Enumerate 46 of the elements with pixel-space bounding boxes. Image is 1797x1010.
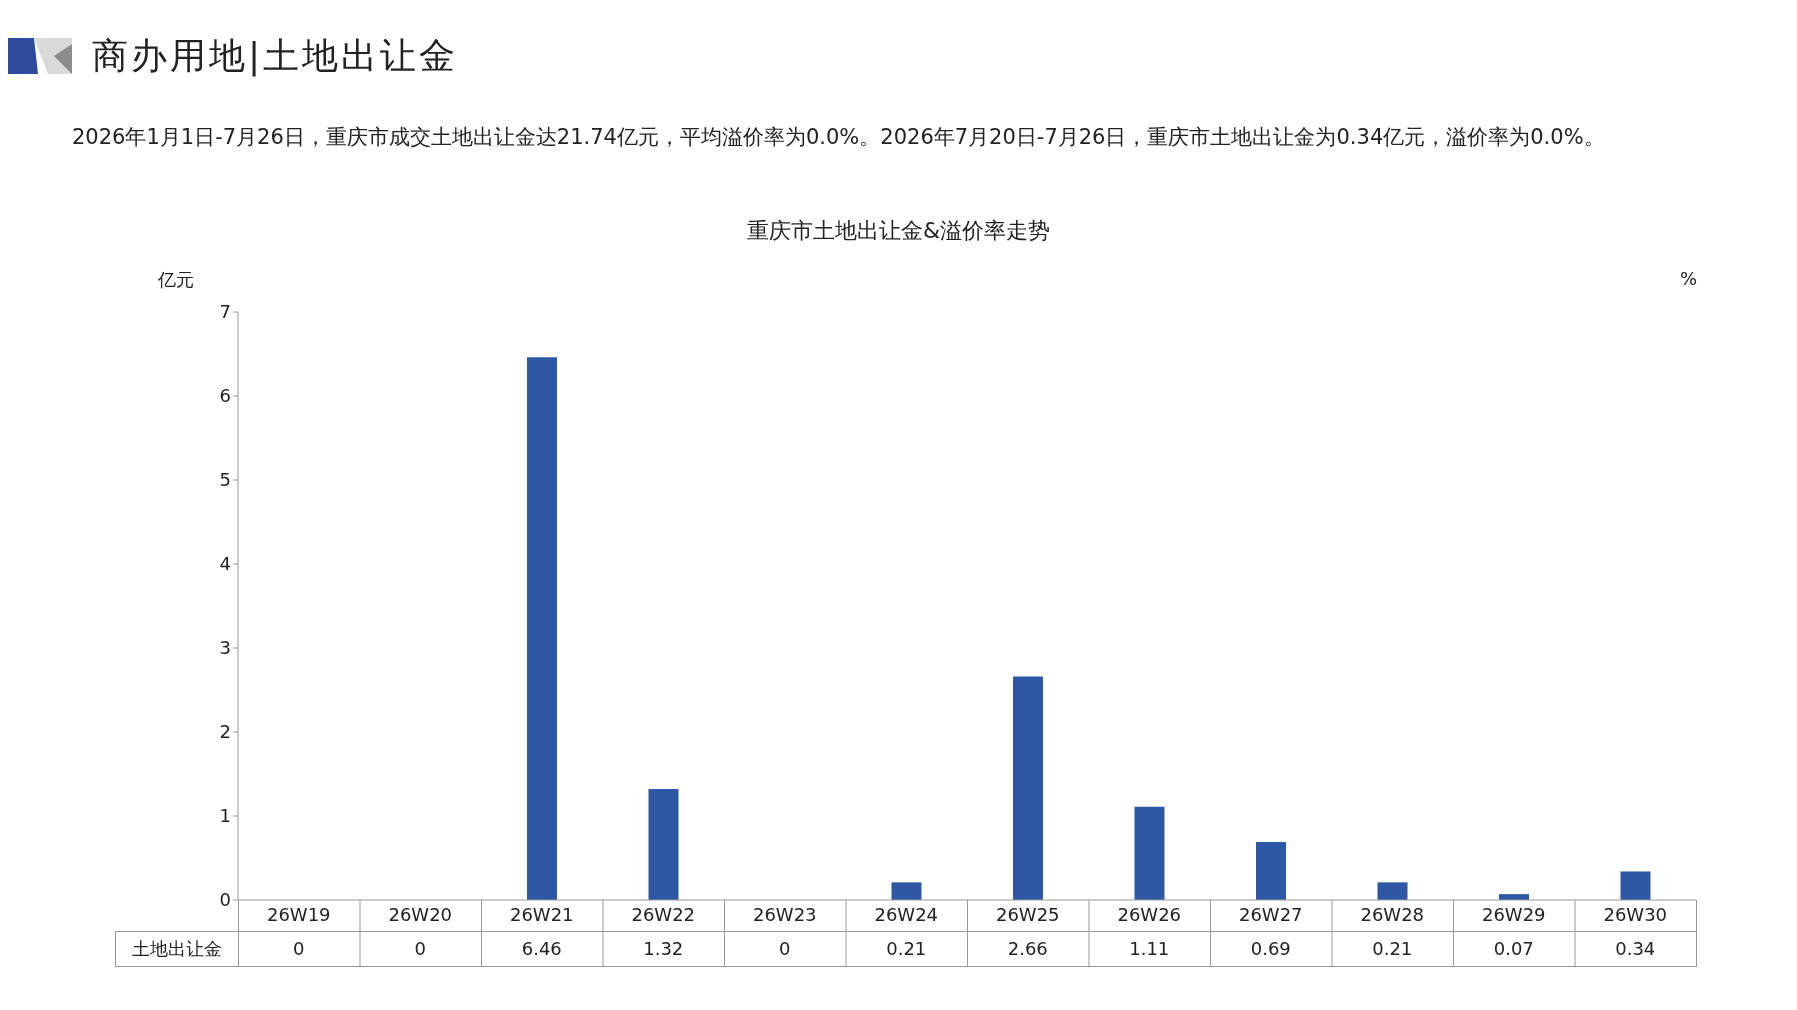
data-label: 6.46: [520, 937, 563, 961]
bar: [648, 789, 679, 900]
y-tick-label: 3: [219, 637, 231, 659]
data-label: 0.07: [1492, 937, 1535, 961]
data-label: 0.21: [885, 937, 928, 961]
x-tick-label: 26W27: [1238, 903, 1303, 925]
x-tick-label: 26W24: [874, 903, 939, 925]
y-axis-title: 亿元: [158, 268, 194, 292]
bar: [1620, 871, 1651, 900]
y-tick-label: 1: [219, 805, 231, 827]
y-tick-label: 4: [219, 553, 231, 575]
data-label: 2.66: [1006, 937, 1049, 961]
x-tick-label: 26W23: [752, 903, 817, 925]
data-label: 0: [413, 937, 427, 961]
data-label: 0: [778, 937, 792, 961]
y-tick-label: 6: [219, 385, 231, 407]
y2-axis-title: %: [1680, 268, 1698, 289]
x-tick-label: 26W29: [1481, 903, 1546, 925]
x-tick-label: 26W19: [266, 903, 331, 925]
y-tick-label: 0: [219, 889, 231, 911]
chart-subtitle: 2026年1月1日-7月26日，重庆市成交土地出让金达21.74亿元，平均溢价率为0.0%。2026年7月20日-7月26日，重庆市土地出让金为0.34亿元，溢价率为0.0%。: [72, 124, 1606, 151]
data-label: 0.69: [1249, 937, 1292, 961]
y-tick-label: 7: [219, 301, 231, 323]
x-tick-label: 26W25: [995, 903, 1060, 925]
text: 土地出让金: [130, 937, 223, 961]
bar: [1377, 882, 1408, 900]
x-tick-label: 26W20: [388, 903, 453, 925]
data-label: 0.21: [1371, 937, 1414, 961]
y-tick-label: 2: [219, 721, 231, 743]
data-label: 0: [292, 937, 306, 961]
y-tick-label: 5: [219, 469, 231, 491]
bar: [1134, 806, 1165, 900]
x-tick-label: 26W30: [1603, 903, 1668, 925]
bar: [891, 882, 922, 900]
x-tick-label: 26W26: [1117, 903, 1182, 925]
x-tick-label: 26W21: [509, 903, 574, 925]
data-label: 1.11: [1128, 937, 1171, 961]
data-label: 0.34: [1614, 937, 1657, 961]
bar: [527, 357, 557, 900]
x-tick-label: 26W28: [1360, 903, 1425, 925]
bar: [1256, 842, 1286, 900]
data-label: 1.32: [642, 937, 685, 961]
bar: [1013, 676, 1043, 900]
chart-title: 商办用地|土地出让金: [92, 34, 459, 79]
text: 重庆市土地出让金&溢价率走势: [745, 217, 1052, 245]
x-tick-label: 26W22: [631, 903, 696, 925]
